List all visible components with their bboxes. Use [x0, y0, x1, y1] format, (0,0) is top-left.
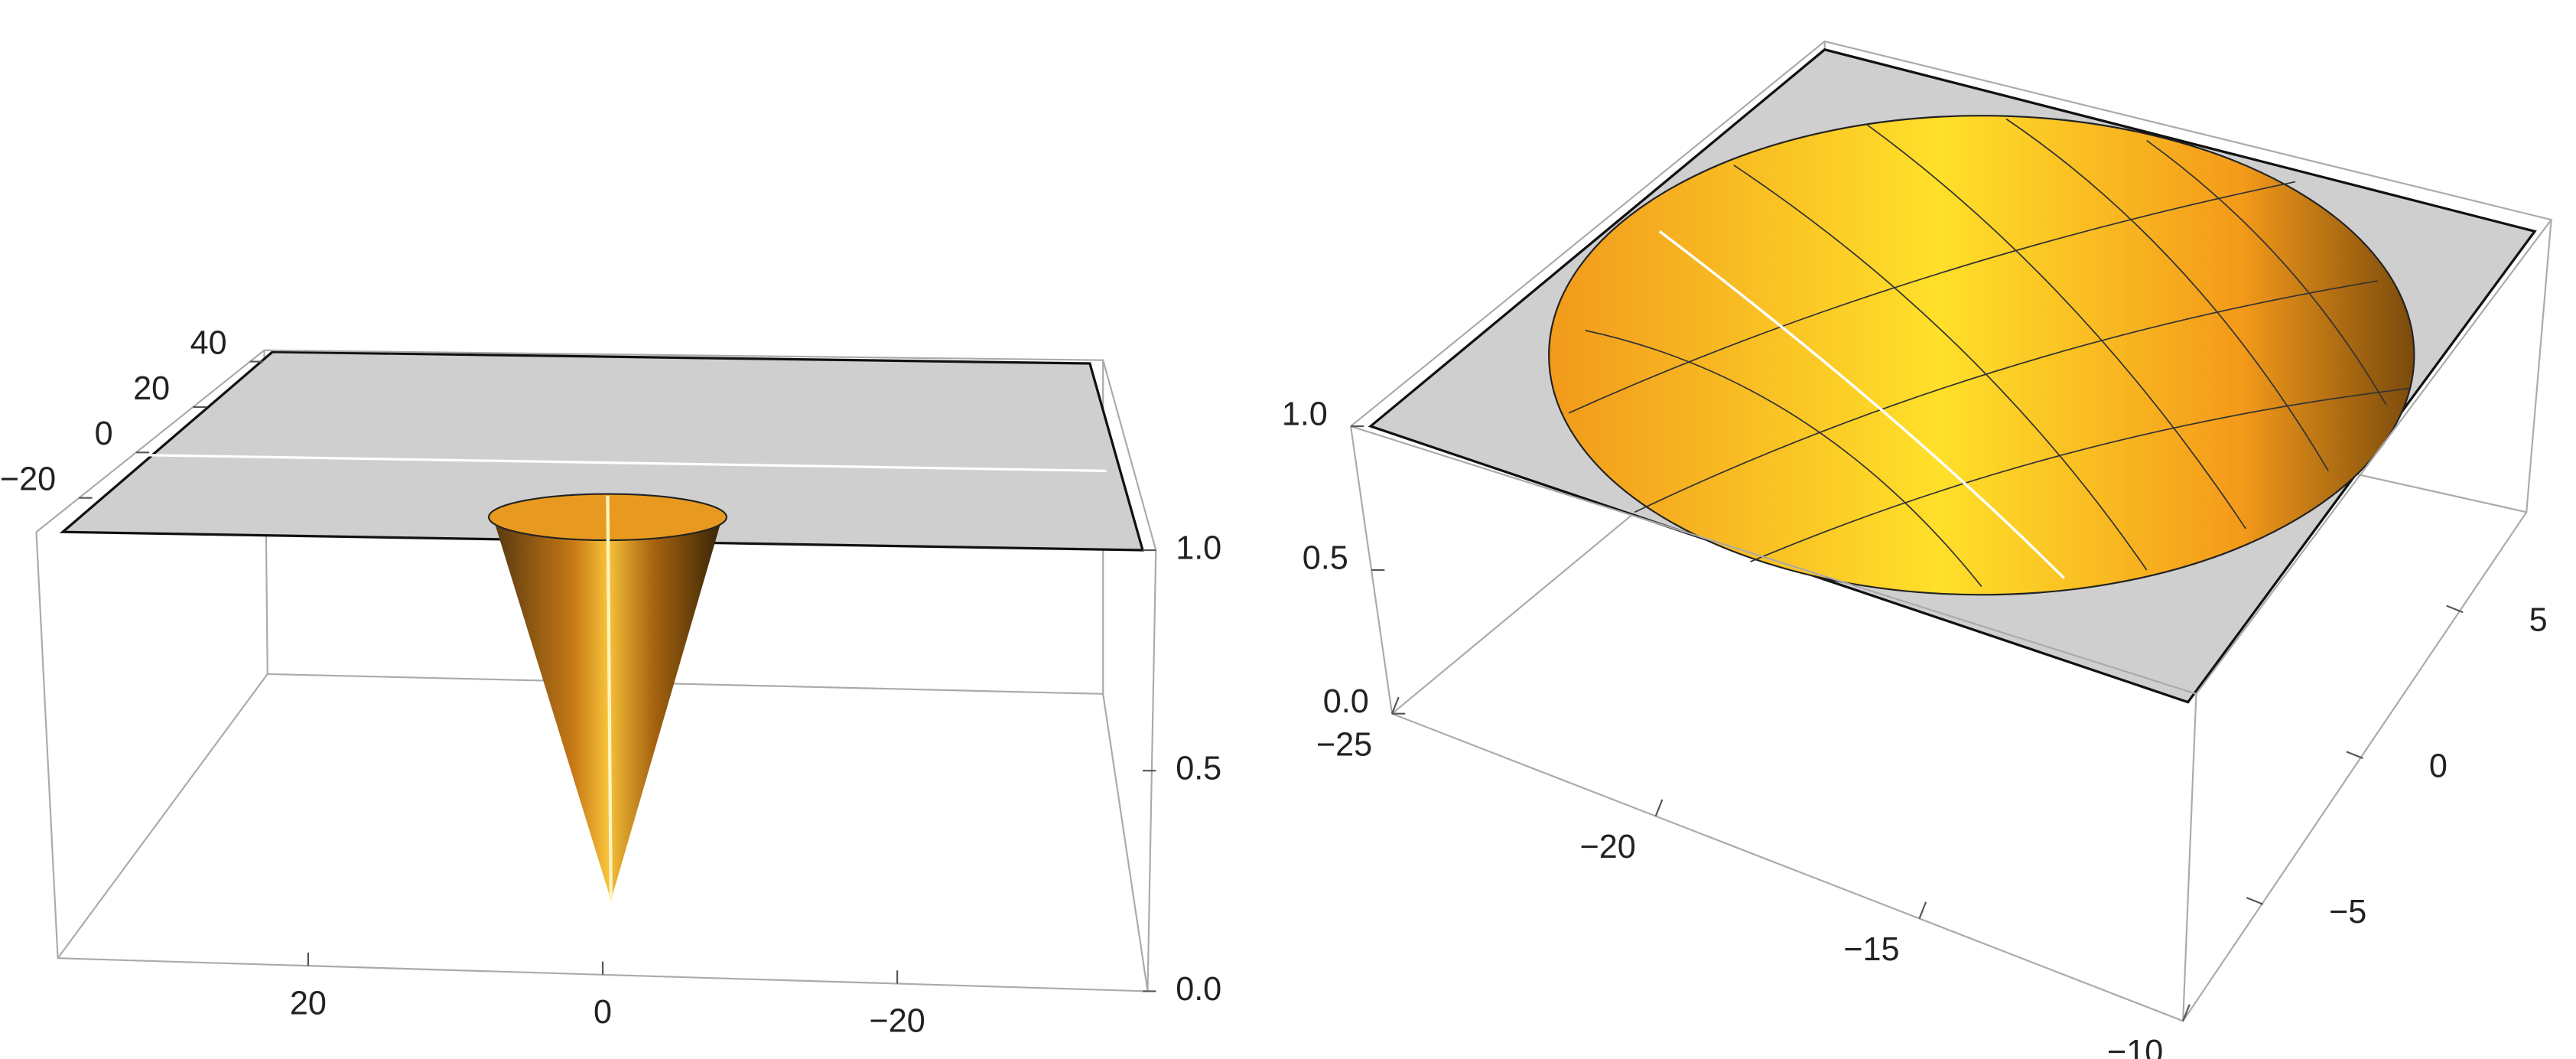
z-tick-label: 0.5	[1303, 539, 1348, 576]
z-tick-label: 0.0	[1176, 971, 1221, 1008]
x-tick-label: 20	[290, 985, 327, 1022]
y-tick-label: −5	[2329, 894, 2366, 930]
z-tick-label: 1.0	[1282, 396, 1328, 433]
x-tick-label: 0	[594, 994, 612, 1031]
mesh-line	[606, 495, 613, 901]
x-tick-label: −20	[870, 1003, 925, 1040]
right-plot	[1349, 40, 2553, 1022]
left-plot	[35, 349, 1157, 992]
y-tick-label: 5	[2529, 602, 2548, 639]
box-edge	[57, 673, 268, 959]
base-plane	[59, 350, 1145, 552]
tick-mark	[2246, 897, 2264, 905]
tick-mark	[1654, 799, 1664, 816]
tick-mark	[2446, 604, 2464, 614]
tick-mark	[1391, 696, 1400, 715]
x-tick-label: −10	[2107, 1034, 2163, 1059]
z-tick-label: 1.0	[1176, 530, 1221, 566]
tick-mark	[1918, 901, 1927, 919]
z-tick-label: 0.0	[1323, 683, 1369, 720]
box-edge	[2182, 693, 2197, 1022]
box-edge	[267, 673, 1149, 992]
y-tick-label: 20	[133, 370, 170, 407]
y-tick-label: −20	[0, 461, 56, 498]
x-tick-label: −20	[1580, 829, 1636, 865]
x-tick-label: −25	[1316, 726, 1372, 763]
z-tick-label: 0.5	[1176, 751, 1221, 787]
mesh-line	[1658, 230, 2065, 579]
tick-mark	[2182, 1004, 2191, 1022]
box-edge	[35, 349, 1157, 551]
y-tick-label: 40	[190, 324, 227, 361]
y-tick-label: 0	[2429, 748, 2448, 784]
y-tick-label: 0	[95, 415, 113, 452]
cone-surface	[495, 525, 720, 901]
mesh-line	[99, 453, 1107, 472]
bowl-surface	[1548, 115, 2415, 596]
tick-mark	[2346, 751, 2363, 760]
x-tick-label: −15	[1843, 931, 1899, 968]
